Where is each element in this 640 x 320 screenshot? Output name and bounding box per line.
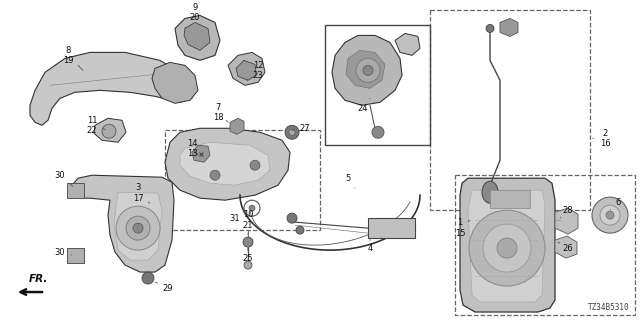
- Text: 7
18: 7 18: [212, 103, 228, 122]
- Text: 11
22: 11 22: [87, 116, 106, 135]
- Text: 27: 27: [292, 124, 310, 133]
- Polygon shape: [332, 36, 402, 105]
- Circle shape: [250, 160, 260, 170]
- Polygon shape: [165, 128, 290, 200]
- Bar: [490, 190, 530, 208]
- Circle shape: [287, 213, 297, 223]
- Polygon shape: [30, 52, 195, 125]
- Circle shape: [249, 205, 255, 211]
- Circle shape: [469, 210, 545, 286]
- Polygon shape: [94, 118, 126, 142]
- Bar: [430, 11, 590, 210]
- Polygon shape: [555, 236, 577, 258]
- Circle shape: [116, 206, 160, 250]
- Bar: [368, 218, 415, 238]
- Text: 4: 4: [367, 238, 372, 252]
- Bar: [67, 248, 84, 263]
- Circle shape: [296, 226, 304, 234]
- Polygon shape: [72, 175, 174, 272]
- Circle shape: [497, 238, 517, 258]
- Polygon shape: [184, 22, 210, 50]
- Circle shape: [372, 126, 384, 138]
- Bar: [325, 25, 430, 145]
- Text: TZ34B5310: TZ34B5310: [588, 303, 630, 312]
- Polygon shape: [152, 62, 198, 103]
- Circle shape: [363, 65, 373, 75]
- Circle shape: [133, 223, 143, 233]
- Circle shape: [606, 211, 614, 219]
- Text: 9
20: 9 20: [185, 3, 200, 28]
- Polygon shape: [114, 192, 162, 260]
- Polygon shape: [228, 52, 265, 85]
- Bar: [67, 183, 84, 198]
- Circle shape: [600, 205, 620, 225]
- Polygon shape: [175, 15, 220, 60]
- Polygon shape: [236, 60, 256, 80]
- Circle shape: [285, 125, 299, 139]
- Text: FR.: FR.: [28, 274, 48, 284]
- Text: 31: 31: [230, 212, 246, 223]
- Text: 30: 30: [54, 248, 72, 257]
- Text: 26: 26: [558, 242, 573, 252]
- Text: 12
23: 12 23: [247, 61, 263, 80]
- Circle shape: [126, 216, 150, 240]
- Circle shape: [244, 261, 252, 269]
- Text: 5: 5: [346, 174, 355, 188]
- Polygon shape: [460, 178, 555, 312]
- Text: 28: 28: [560, 206, 573, 218]
- Circle shape: [486, 24, 494, 32]
- Polygon shape: [230, 118, 244, 134]
- Bar: [165, 130, 320, 230]
- Text: 8
19: 8 19: [63, 46, 83, 70]
- Text: 29: 29: [155, 282, 173, 292]
- Text: 25: 25: [243, 248, 253, 263]
- Circle shape: [142, 272, 154, 284]
- Polygon shape: [500, 19, 518, 36]
- Polygon shape: [180, 142, 270, 185]
- Text: 2
16: 2 16: [593, 129, 611, 148]
- Circle shape: [483, 224, 531, 272]
- Polygon shape: [468, 190, 545, 302]
- Circle shape: [592, 197, 628, 233]
- Circle shape: [102, 124, 116, 138]
- Polygon shape: [555, 208, 578, 234]
- Polygon shape: [192, 145, 210, 162]
- Text: 1
15: 1 15: [455, 219, 470, 238]
- Circle shape: [210, 170, 220, 180]
- Text: 14
13: 14 13: [187, 139, 198, 158]
- Polygon shape: [395, 33, 420, 55]
- Ellipse shape: [482, 181, 498, 203]
- Circle shape: [289, 129, 295, 135]
- Text: 24: 24: [358, 98, 370, 113]
- Circle shape: [356, 58, 380, 82]
- Circle shape: [243, 237, 253, 247]
- Text: 3
17: 3 17: [132, 183, 150, 203]
- Text: 6: 6: [610, 198, 621, 210]
- Text: 30: 30: [54, 171, 73, 186]
- Text: 10
21: 10 21: [243, 211, 253, 235]
- Polygon shape: [346, 50, 385, 88]
- Bar: [455, 175, 635, 315]
